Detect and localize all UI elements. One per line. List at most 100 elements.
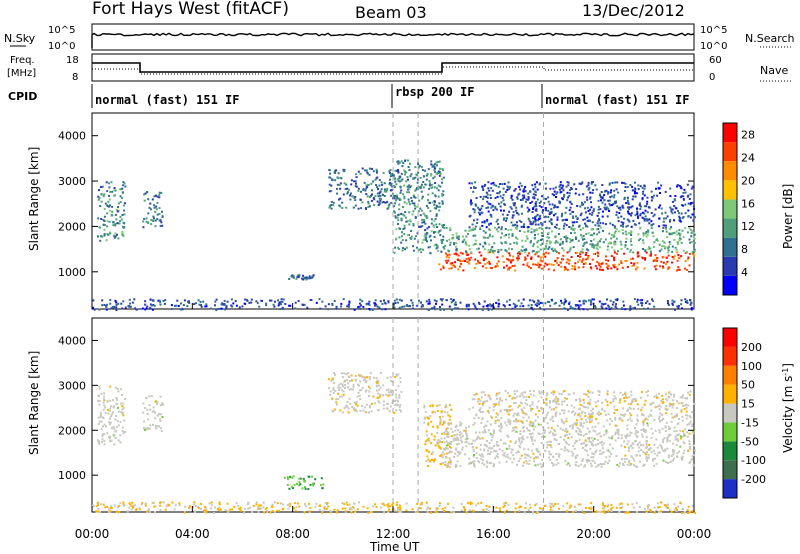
x-tick-label: 00:00 (75, 527, 110, 541)
data-region (468, 389, 696, 424)
velocity-ylabel: Slant Range [km] (27, 351, 41, 455)
data-region (97, 181, 127, 242)
nsearch-label: N.Search (745, 32, 795, 45)
colorbar-segment (723, 384, 737, 404)
cpid-segment-label: rbsp 200 IF (395, 85, 474, 99)
freq-series (92, 62, 694, 73)
data-region (283, 475, 325, 491)
colorbar-tick-label: -50 (741, 435, 759, 448)
colorbar-tick-label: 8 (741, 243, 748, 256)
y-tick-label: 4000 (58, 130, 86, 143)
colorbar-tick-label: 15 (741, 398, 755, 411)
data-region (288, 274, 315, 281)
y-tick-label: 3000 (58, 379, 86, 392)
data-region (92, 298, 693, 311)
freq-label: Freq. (10, 55, 35, 66)
y-tick-label: 1000 (58, 469, 86, 482)
colorbar-tick-label: 24 (741, 151, 755, 164)
colorbar-segment (723, 479, 737, 498)
freq-unit: [MHz] (7, 68, 36, 79)
colorbar-segment (723, 441, 737, 461)
x-axis-label: Time UT (369, 540, 420, 554)
power-panel: 1000 2000 3000 4000 4 8 12 16 20 24 28 (58, 112, 755, 311)
colorbar-tick-label: -100 (741, 454, 766, 467)
y-tick-label: 3000 (58, 175, 86, 188)
colorbar-tick-label: -200 (741, 473, 766, 486)
data-region (468, 181, 696, 229)
data-region (92, 501, 696, 514)
velocity-colorbar-label-close: ] (781, 363, 795, 368)
colorbar-tick-label: -15 (741, 416, 759, 429)
colorbar: 200 100 50 15 -15 -50 -100 -200 (722, 327, 766, 499)
x-tick-label: 12:00 (376, 527, 411, 541)
cpid-label: CPID (8, 90, 37, 103)
freq-tick-low: 8 (72, 72, 78, 83)
velocity-colorbar-label-sup: -1 (781, 368, 790, 376)
colorbar-tick-label: 20 (741, 174, 755, 187)
colorbar-segment (723, 161, 737, 181)
panel-frame (91, 317, 695, 513)
velocity-colorbar-label: Velocity [m s-1] (781, 363, 795, 453)
colorbar-frame (722, 327, 738, 499)
y-tick-label: 2000 (58, 220, 86, 233)
data-region (97, 385, 127, 446)
colorbar-segment (723, 365, 737, 385)
velocity-panel: 1000 2000 3000 4000 200 100 50 15 -15 -50 -100 -200 (58, 317, 766, 514)
cpid-segment-label: normal (fast) 151 IF (95, 93, 240, 107)
colorbar-tick-label: 16 (741, 197, 755, 210)
colorbar-segment (723, 346, 737, 366)
y-tick-label: 4000 (58, 334, 86, 347)
data-region (443, 226, 696, 254)
nsearch-tick-high: 10^5 (700, 25, 727, 36)
freq-panel-frame (91, 53, 695, 82)
nave-series (92, 66, 694, 75)
colorbar-tick-label: 28 (741, 128, 755, 141)
colorbar-segment (723, 256, 737, 276)
nsky-series (91, 32, 695, 48)
colorbar-segment (723, 180, 737, 200)
data-region (443, 421, 696, 469)
colorbar-segment (723, 142, 737, 162)
nave-tick-high: 60 (709, 55, 722, 66)
velocity-colorbar-label-text: Velocity [m s (781, 376, 795, 453)
colorbar-segment (723, 237, 737, 257)
x-tick-label: 00:00 (677, 527, 712, 541)
colorbar-segment (723, 328, 737, 347)
data-region (142, 395, 165, 433)
colorbar-tick-label: 12 (741, 220, 755, 233)
colorbar: 4 8 12 16 20 24 28 (722, 122, 755, 296)
data-region (438, 251, 696, 272)
power-ylabel: Slant Range [km] (27, 147, 41, 251)
y-tick-label: 1000 (58, 266, 86, 279)
nsky-label: N.Sky (4, 32, 36, 45)
power-colorbar-label: Power [dB] (781, 184, 795, 249)
colorbar-tick-label: 100 (741, 360, 762, 373)
x-axis: 00:00 04:00 08:00 12:00 16:00 20:00 00:00 (75, 527, 712, 541)
beam-title: Beam 03 (355, 3, 427, 22)
colorbar-tick-label: 200 (741, 341, 762, 354)
colorbar-segment (723, 218, 737, 238)
colorbar-segment (723, 460, 737, 480)
colorbar-frame (722, 122, 738, 296)
cpid-segment-label: normal (fast) 151 IF (545, 93, 690, 107)
colorbar-tick-label: 50 (741, 379, 755, 392)
x-tick-label: 20:00 (576, 527, 611, 541)
data-region (327, 371, 403, 414)
x-tick-label: 08:00 (275, 527, 310, 541)
colorbar-segment (723, 403, 737, 423)
freq-tick-high: 18 (66, 55, 79, 66)
nave-tick-low: 0 (709, 72, 715, 83)
nsky-tick-high: 10^5 (48, 25, 75, 36)
colorbar-segment (723, 123, 737, 143)
colorbar-segment (723, 199, 737, 219)
station-title: Fort Hays West (fitACF) (92, 0, 289, 19)
colorbar-tick-label: 4 (741, 266, 748, 279)
colorbar-segment (723, 422, 737, 442)
y-tick-label: 2000 (58, 424, 86, 437)
nsearch-tick-low: 10^0 (700, 41, 727, 52)
nave-label: Nave (760, 64, 788, 77)
x-tick-label: 16:00 (476, 527, 511, 541)
nsky-panel-frame (91, 23, 695, 51)
data-region (142, 191, 164, 229)
